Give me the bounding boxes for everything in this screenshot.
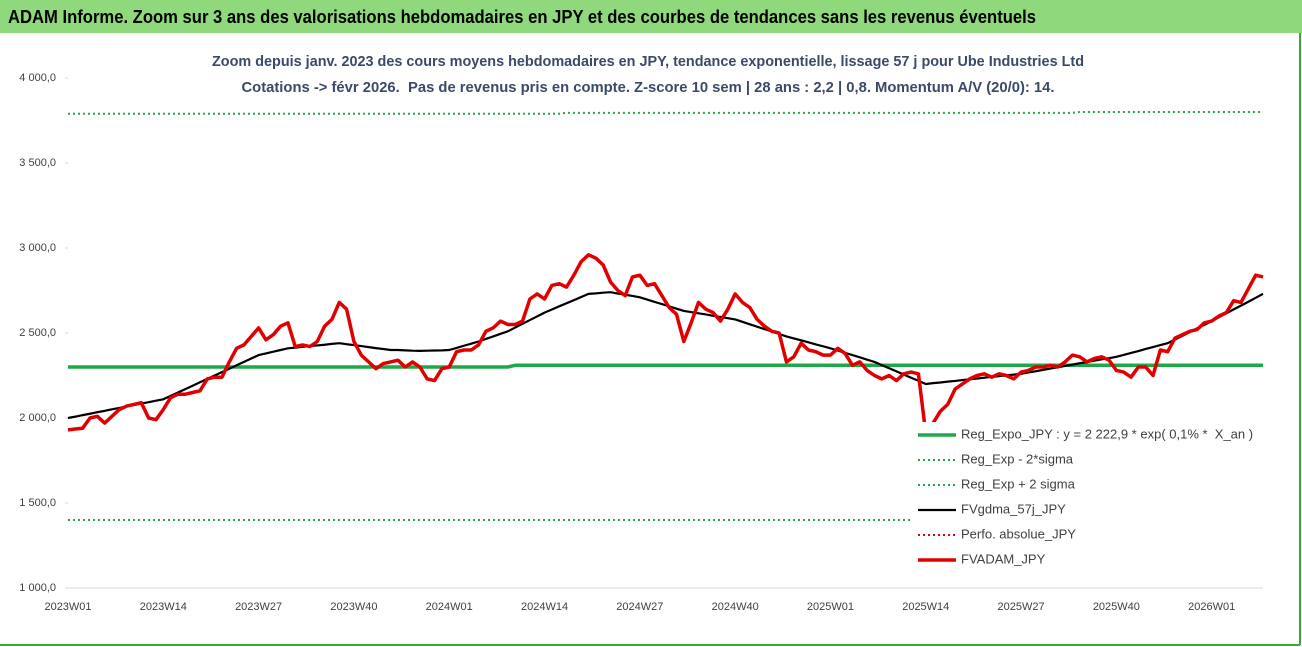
header-bar [0,0,1302,33]
legend-label: FVgdma_57j_JPY [961,501,1066,516]
x-tick-label: 2025W40 [1093,601,1140,613]
header-title: ADAM Informe. Zoom sur 3 ans des valoris… [8,7,1036,27]
y-tick-label: 3 000,0 [19,242,56,254]
x-tick-label: 2025W14 [902,601,949,613]
legend-label: Reg_Expo_JPY : y = 2 222,9 * exp( 0,1% *… [961,426,1253,441]
y-tick-label: 4 000,0 [19,72,56,84]
legend-label: FVADAM_JPY [961,551,1046,566]
x-tick-label: 2025W01 [807,601,854,613]
x-tick-label: 2025W27 [998,601,1045,613]
x-tick-label: 2023W14 [140,601,187,613]
y-tick-label: 3 500,0 [19,157,56,169]
legend: Reg_Expo_JPY : y = 2 222,9 * exp( 0,1% *… [912,422,1267,574]
chart-subtitle: Zoom depuis janv. 2023 des cours moyens … [212,53,1084,70]
y-tick-label: 2 500,0 [19,327,56,339]
y-tick-label: 2 000,0 [19,412,56,424]
x-tick-label: 2024W40 [712,601,759,613]
series-line [67,253,1264,436]
series-line [68,111,1263,115]
series-line [68,363,1263,369]
x-tick-label: 2024W14 [521,601,568,613]
x-tick-label: 2024W27 [616,601,663,613]
x-tick-label: 2023W27 [235,601,282,613]
x-tick-label: 2023W01 [44,601,91,613]
legend-label: Perfo. absolue_JPY [961,526,1076,541]
x-tick-label: 2024W01 [426,601,473,613]
legend-box [912,422,1267,574]
chart-subtitle: Cotations -> févr 2026. Pas de revenus p… [242,79,1055,96]
series-line [67,291,1264,420]
legend-label: Reg_Exp - 2*sigma [961,451,1074,466]
x-tick-label: 2026W01 [1188,601,1235,613]
x-tick-label: 2023W40 [330,601,377,613]
y-tick-label: 1 500,0 [19,497,56,509]
y-tick-label: 1 000,0 [19,582,56,594]
legend-label: Reg_Exp + 2 sigma [961,476,1076,491]
